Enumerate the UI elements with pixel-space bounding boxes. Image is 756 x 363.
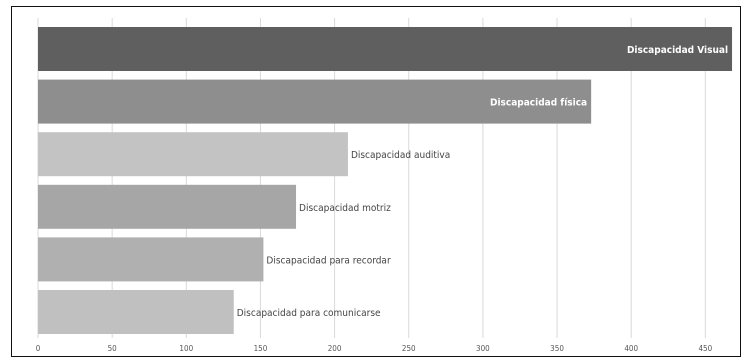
x-tick-label-300: 300 [476,344,490,353]
x-tick-label-350: 350 [550,344,564,353]
bar-label-5: Discapacidad para recordar [266,255,391,266]
bar-label-1: Discapacidad Visual [627,45,728,56]
bar-label-4: Discapacidad motriz [299,203,391,214]
x-tick-label-0: 0 [36,344,41,353]
bar-1 [38,27,733,71]
bar-label-3: Discapacidad auditiva [351,150,450,161]
bar-label-2: Discapacidad física [490,97,587,109]
bars [38,27,733,334]
bar-3 [38,132,348,177]
x-tick-label-50: 50 [108,344,118,353]
bar-6 [38,290,234,334]
bar-5 [38,237,264,282]
x-tick-label-150: 150 [254,344,268,353]
x-tick-label-400: 400 [624,344,638,353]
bar-label-6: Discapacidad para comunicarse [237,308,381,319]
x-axis-ticks: 0 50 100 150 200 250 300 350 400 450 [36,344,713,353]
x-tick-label-200: 200 [328,344,342,353]
x-tick-label-250: 250 [402,344,416,353]
bar-2 [38,79,592,124]
bar-4 [38,184,297,229]
gridlines [37,18,706,338]
bar-labels: Discapacidad Visual Discapacidad física Di… [237,45,728,319]
x-tick-label-100: 100 [179,344,193,353]
x-tick-label-450: 450 [698,344,712,353]
